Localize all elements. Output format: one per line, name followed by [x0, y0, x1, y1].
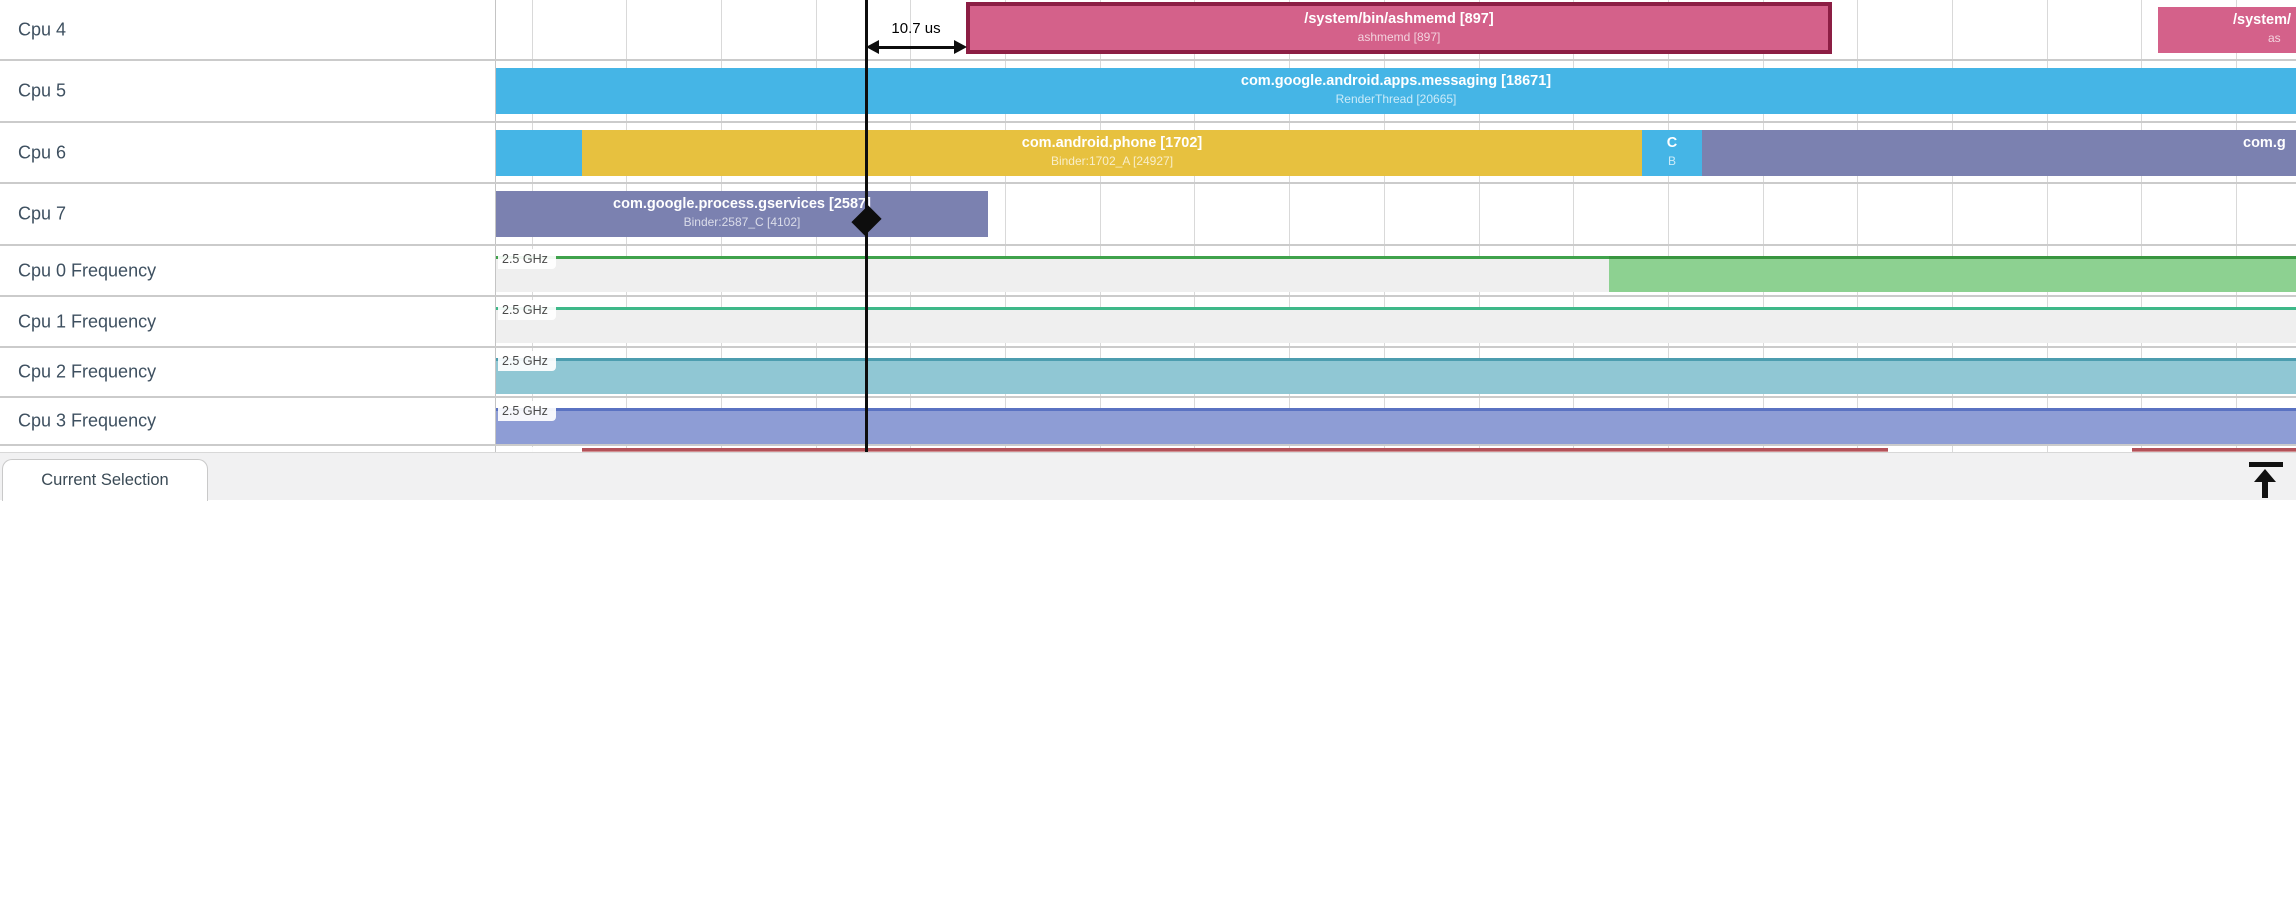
- freq-value-chip: 2.5 GHz: [498, 300, 556, 320]
- gridline: [1384, 0, 1385, 452]
- slice-title: com.google.process.gservices [2587]: [613, 196, 871, 212]
- slice-subtitle: ashmemd [897]: [1357, 30, 1441, 44]
- gridline: [1194, 0, 1195, 452]
- freq-counter-fill[interactable]: [496, 361, 2296, 394]
- freq-counter-line[interactable]: [2132, 448, 2296, 451]
- freq-counter-line[interactable]: [496, 307, 2296, 310]
- slice-title: com.google.android.apps.messaging [18671…: [1240, 73, 1552, 89]
- freq-counter-fill[interactable]: [2132, 451, 2296, 452]
- marker-duration-label: 10.7 us: [891, 20, 941, 37]
- track-label[interactable]: Cpu 3 Frequency: [18, 410, 157, 431]
- gridline: [1668, 0, 1669, 452]
- freq-counter-line[interactable]: [496, 256, 1609, 259]
- slice-title: com.g: [2243, 135, 2286, 151]
- freq-counter-fill[interactable]: [496, 310, 2296, 343]
- track-label[interactable]: Cpu 1 Frequency: [18, 311, 157, 331]
- track-label[interactable]: Cpu 4: [18, 19, 67, 39]
- track-label[interactable]: Cpu 2 Frequency: [18, 361, 157, 382]
- freq-counter-fill[interactable]: [582, 451, 1888, 452]
- gridline: [2047, 0, 2048, 452]
- track-row: Cpu 5 com.google.android.apps.messaging […: [0, 61, 2296, 123]
- slice-title: C: [1666, 135, 1678, 151]
- sched-slice[interactable]: [496, 130, 582, 176]
- track-row: Cpu 7 com.google.process.gservices [2587]…: [0, 184, 2296, 246]
- gridline: [1100, 0, 1101, 452]
- slice-subtitle: RenderThread [20665]: [1335, 92, 1457, 106]
- sched-slice[interactable]: com.g: [1702, 130, 2296, 176]
- freq-counter-line[interactable]: [496, 408, 2296, 411]
- sched-slice[interactable]: /system/bin/ashmemd [897] ashmemd [897]: [966, 2, 1832, 54]
- timeline-left-border: [495, 0, 496, 452]
- freq-value-chip: 2.5 GHz: [498, 401, 556, 421]
- slice-title: com.android.phone [1702]: [1021, 135, 1203, 151]
- track-row: Cpu 1 Frequency 2.5 GHz: [0, 297, 2296, 348]
- gridline: [1857, 0, 1858, 452]
- slice-title: /system/bin/ashmemd [897]: [1304, 11, 1494, 27]
- sched-slice[interactable]: com.google.android.apps.messaging [18671…: [496, 68, 2296, 114]
- gridline: [1289, 0, 1290, 452]
- freq-counter-line[interactable]: [582, 448, 1888, 451]
- track-label[interactable]: Cpu 5: [18, 80, 67, 101]
- track-label[interactable]: Cpu 6: [18, 142, 67, 162]
- gridline: [1573, 0, 1574, 452]
- sched-slice[interactable]: /system/as: [2158, 7, 2296, 53]
- track-label[interactable]: Cpu 7: [18, 203, 67, 224]
- timeline-tracks-area[interactable]: Cpu 4/system/bin/ashmemd [897] ashmemd [8…: [0, 0, 2296, 452]
- gridline: [1952, 0, 1953, 452]
- track-row: Cpu 2 Frequency 2.5 GHz: [0, 348, 2296, 398]
- gridline: [1763, 0, 1764, 452]
- sched-slice[interactable]: com.google.process.gservices [2587] Binde…: [496, 191, 988, 237]
- freq-counter-fill[interactable]: [496, 411, 2296, 444]
- gridline: [2141, 0, 2142, 452]
- slice-subtitle: as: [2268, 31, 2281, 45]
- freq-counter-fill[interactable]: [1609, 259, 2296, 292]
- slice-subtitle: B: [1667, 154, 1676, 168]
- track-row: Cpu 4/system/bin/ashmemd [897] ashmemd [8…: [0, 0, 2296, 61]
- gridline: [1479, 0, 1480, 452]
- track-row: 2.5 GHz: [0, 446, 2296, 452]
- track-label[interactable]: Cpu 0 Frequency: [18, 260, 157, 280]
- slice-subtitle: Binder:2587_C [4102]: [683, 215, 801, 229]
- slice-subtitle: Binder:1702_A [24927]: [1050, 154, 1174, 168]
- freq-counter-line[interactable]: [1609, 256, 2296, 259]
- track-row: Cpu 6 com.android.phone [1702] Binder:1702…: [0, 123, 2296, 184]
- freq-value-chip: 2.5 GHz: [498, 249, 556, 269]
- track-row: Cpu 0 Frequency 2.5 GHz: [0, 246, 2296, 297]
- details-tab-strip: Current Selection: [0, 452, 2296, 501]
- sched-slice[interactable]: com.android.phone [1702] Binder:1702_A [2…: [582, 130, 1642, 176]
- collapse-panel-icon[interactable]: [2248, 461, 2284, 499]
- freq-value-chip: 2.5 GHz: [498, 447, 556, 452]
- tab-current-selection[interactable]: Current Selection: [2, 459, 208, 501]
- marker-duration-arrow: [866, 38, 967, 56]
- slice-title: /system/: [2233, 12, 2292, 28]
- gridline: [2236, 0, 2237, 452]
- track-row: Cpu 3 Frequency 2.5 GHz: [0, 398, 2296, 446]
- current-selection-panel: Slice Details Scheduling Latency Process…: [0, 500, 2296, 898]
- freq-value-chip: 2.5 GHz: [498, 351, 556, 371]
- freq-counter-line[interactable]: [496, 358, 2296, 361]
- freq-counter-fill[interactable]: [496, 259, 1609, 292]
- gridline: [1005, 0, 1006, 452]
